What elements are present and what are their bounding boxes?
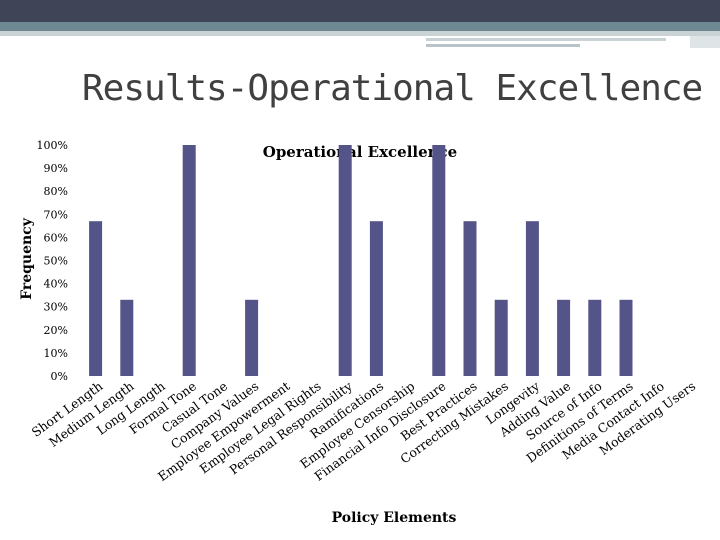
bar: [619, 299, 633, 376]
y-tick-label: 60%: [44, 231, 68, 244]
y-tick-label: 40%: [44, 278, 68, 291]
bar: [463, 221, 477, 376]
bar: [182, 145, 196, 376]
bar: [525, 221, 539, 376]
header-band-light: [0, 31, 720, 36]
chart-title: Operational Excellence: [263, 143, 457, 161]
bar: [338, 145, 352, 376]
bar: [89, 221, 103, 376]
bar: [369, 221, 383, 376]
y-tick-label: 0%: [51, 370, 68, 383]
y-tick-label: 70%: [44, 208, 68, 221]
y-tick-label: 90%: [44, 162, 68, 175]
header-accent-stripe: [426, 44, 580, 47]
bar: [432, 145, 446, 376]
bar: [494, 299, 508, 376]
bar: [120, 299, 134, 376]
bar: [557, 299, 571, 376]
bar: [588, 299, 602, 376]
header-band-teal: [0, 22, 720, 31]
y-tick-label: 10%: [44, 347, 68, 360]
bar: [245, 299, 259, 376]
header-accent-stripe: [426, 38, 666, 41]
x-axis-label: Policy Elements: [332, 510, 457, 526]
y-tick-label: 20%: [44, 324, 68, 337]
y-tick-label: 80%: [44, 185, 68, 198]
header-accent-stripe: [690, 36, 720, 48]
header-band-dark: [0, 0, 720, 22]
y-tick-label: 30%: [44, 301, 68, 314]
y-tick-label: 50%: [44, 255, 68, 268]
slide-title: Results-Operational Excellence: [82, 68, 703, 109]
y-tick-label: 100%: [37, 139, 68, 152]
y-axis-label: Frequency: [19, 217, 35, 300]
